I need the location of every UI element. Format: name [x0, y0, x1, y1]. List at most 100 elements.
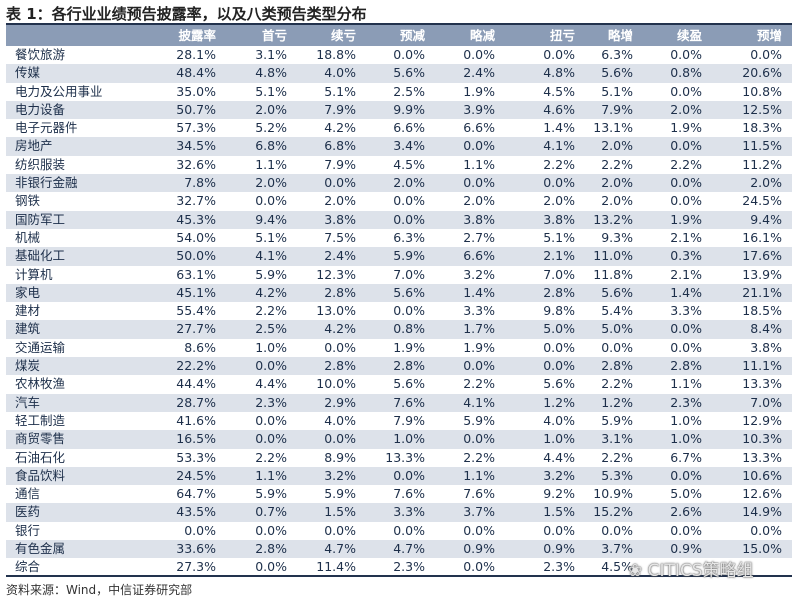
cell-预减: 2.0% [393, 175, 425, 191]
cell-略增: 5.0% [601, 321, 633, 337]
table-row: 汽车 28.7% 2.3% 2.9% 7.6% 4.1% 1.2% 1.2% 2.3% 7.0% [6, 393, 792, 412]
cell-首亏: 4.2% [255, 284, 287, 300]
table-row: 通信 64.7% 5.9% 5.9% 7.6% 7.6% 9.2% 10.9% 5.0% 12.6… [6, 485, 792, 503]
cell-披露率: 45.3% [176, 211, 216, 227]
cell-首亏: 1.0% [255, 339, 287, 355]
cell-首亏: 5.1% [255, 229, 287, 245]
cell-略减: 0.0% [463, 358, 495, 374]
cell-披露率: 54.0% [176, 229, 216, 245]
cell-略减: 1.7% [463, 321, 495, 337]
cell-续亏: 2.4% [324, 248, 356, 264]
cell-扭亏: 2.1% [543, 248, 575, 264]
cell-预减: 5.6% [393, 65, 425, 81]
industry-name: 农林牧渔 [15, 376, 66, 392]
cell-扭亏: 4.0% [543, 412, 575, 428]
cell-扭亏: 3.8% [543, 211, 575, 227]
cell-扭亏: 1.5% [543, 504, 575, 520]
cell-续盈: 1.0% [670, 412, 702, 428]
industry-name: 电子元器件 [15, 120, 78, 136]
cell-略增: 2.2% [601, 156, 633, 172]
cell-预减: 9.9% [393, 101, 425, 117]
cell-预减: 1.9% [393, 339, 425, 355]
cell-披露率: 53.3% [176, 449, 216, 465]
cell-预减: 6.6% [393, 120, 425, 136]
cell-扭亏: 2.0% [543, 193, 575, 209]
cell-预增: 10.3% [742, 431, 782, 447]
cell-略减: 0.0% [463, 175, 495, 191]
cell-预减: 4.7% [393, 541, 425, 557]
cell-披露率: 35.0% [176, 83, 216, 99]
cell-首亏: 0.0% [255, 412, 287, 428]
cell-预增: 17.6% [742, 248, 782, 264]
industry-name: 交通运输 [15, 339, 66, 355]
cell-预减: 13.3% [385, 449, 425, 465]
table-row: 非银行金融 7.8% 2.0% 0.0% 2.0% 0.0% 0.0% 2.0% 0.0% 2.0… [6, 174, 792, 193]
cell-略减: 3.7% [463, 504, 495, 520]
cell-扭亏: 3.2% [543, 467, 575, 483]
cell-扭亏: 5.1% [543, 229, 575, 245]
cell-披露率: 16.5% [176, 431, 216, 447]
cell-预增: 13.3% [742, 449, 782, 465]
cell-略增: 2.2% [601, 449, 633, 465]
cell-续亏: 0.0% [324, 522, 356, 538]
cell-续亏: 4.2% [324, 120, 356, 136]
cell-预增: 18.5% [742, 303, 782, 319]
cell-略减: 6.6% [463, 248, 495, 264]
cell-预减: 3.3% [393, 504, 425, 520]
cell-预增: 15.0% [742, 541, 782, 557]
cell-略减: 3.8% [463, 211, 495, 227]
industry-name: 轻工制造 [15, 412, 66, 428]
table-row: 银行 0.0% 0.0% 0.0% 0.0% 0.0% 0.0% 0.0% 0.0% 0.0% [6, 522, 792, 540]
cell-续盈: 6.7% [670, 449, 702, 465]
cell-续盈: 0.0% [670, 193, 702, 209]
cell-续亏: 12.3% [316, 266, 356, 282]
cell-略增: 0.0% [601, 522, 633, 538]
cell-首亏: 1.1% [255, 467, 287, 483]
cell-扭亏: 0.0% [543, 358, 575, 374]
cell-略减: 0.0% [463, 522, 495, 538]
cell-预增: 8.4% [750, 321, 782, 337]
industry-name: 建材 [15, 303, 41, 319]
table-row: 电子元器件 57.3% 5.2% 4.2% 6.6% 6.6% 1.4% 13.1% 1.9% 1… [6, 119, 792, 137]
table-row: 煤炭 22.2% 0.0% 2.8% 2.8% 0.0% 0.0% 2.8% 2.8% 11.1% [6, 357, 792, 376]
cell-披露率: 50.0% [176, 248, 216, 264]
cell-披露率: 41.6% [176, 412, 216, 428]
industry-name: 建筑 [15, 321, 41, 337]
industry-name: 银行 [15, 522, 41, 538]
table-row: 商贸零售 16.5% 0.0% 0.0% 1.0% 0.0% 1.0% 3.1% 1.0% 10.… [6, 430, 792, 449]
cell-续亏: 2.9% [324, 394, 356, 410]
cell-略增: 2.0% [601, 138, 633, 154]
cell-续亏: 0.0% [324, 175, 356, 191]
cell-续盈: 1.1% [670, 376, 702, 392]
cell-略增: 2.0% [601, 175, 633, 191]
cell-略减: 2.2% [463, 449, 495, 465]
cell-首亏: 4.4% [255, 376, 287, 392]
cell-扭亏: 0.0% [543, 175, 575, 191]
cell-披露率: 8.6% [184, 339, 216, 355]
industry-name: 家电 [15, 284, 41, 300]
cell-略增: 6.3% [601, 47, 633, 62]
cell-扭亏: 0.0% [543, 339, 575, 355]
industry-forecast-table: 披露率 首亏 续亏 预减 略减 扭亏 略增 续盈 预增 餐饮旅游 28.1% 3.1% 18.8% 0.… [6, 23, 792, 577]
cell-略增: 2.0% [601, 193, 633, 209]
cell-略增: 7.9% [601, 101, 633, 117]
cell-预增: 11.1% [742, 358, 782, 374]
cell-续盈: 0.0% [670, 467, 702, 483]
cell-披露率: 24.5% [176, 467, 216, 483]
table-row: 国防军工 45.3% 9.4% 3.8% 0.0% 3.8% 3.8% 13.2% 1.9% 9.… [6, 210, 792, 229]
industry-name: 医药 [15, 504, 41, 520]
cell-预增: 24.5% [742, 193, 782, 209]
cell-续盈: 2.2% [670, 156, 702, 172]
cell-披露率: 22.2% [176, 358, 216, 374]
cell-扭亏: 1.4% [543, 120, 575, 136]
cell-披露率: 48.4% [176, 65, 216, 81]
cell-略减: 0.0% [463, 138, 495, 154]
cell-略减: 0.0% [463, 47, 495, 62]
table-row: 电力设备 50.7% 2.0% 7.9% 9.9% 3.9% 4.6% 7.9% 2.0% 12.… [6, 100, 792, 120]
column-header: 续盈 [676, 28, 702, 43]
cell-首亏: 1.1% [255, 156, 287, 172]
cell-预增: 10.8% [742, 83, 782, 99]
table-row: 计算机 63.1% 5.9% 12.3% 7.0% 3.2% 7.0% 11.8% 2.1% 13… [6, 266, 792, 284]
cell-续亏: 0.0% [324, 339, 356, 355]
cell-略减: 0.0% [463, 559, 495, 575]
